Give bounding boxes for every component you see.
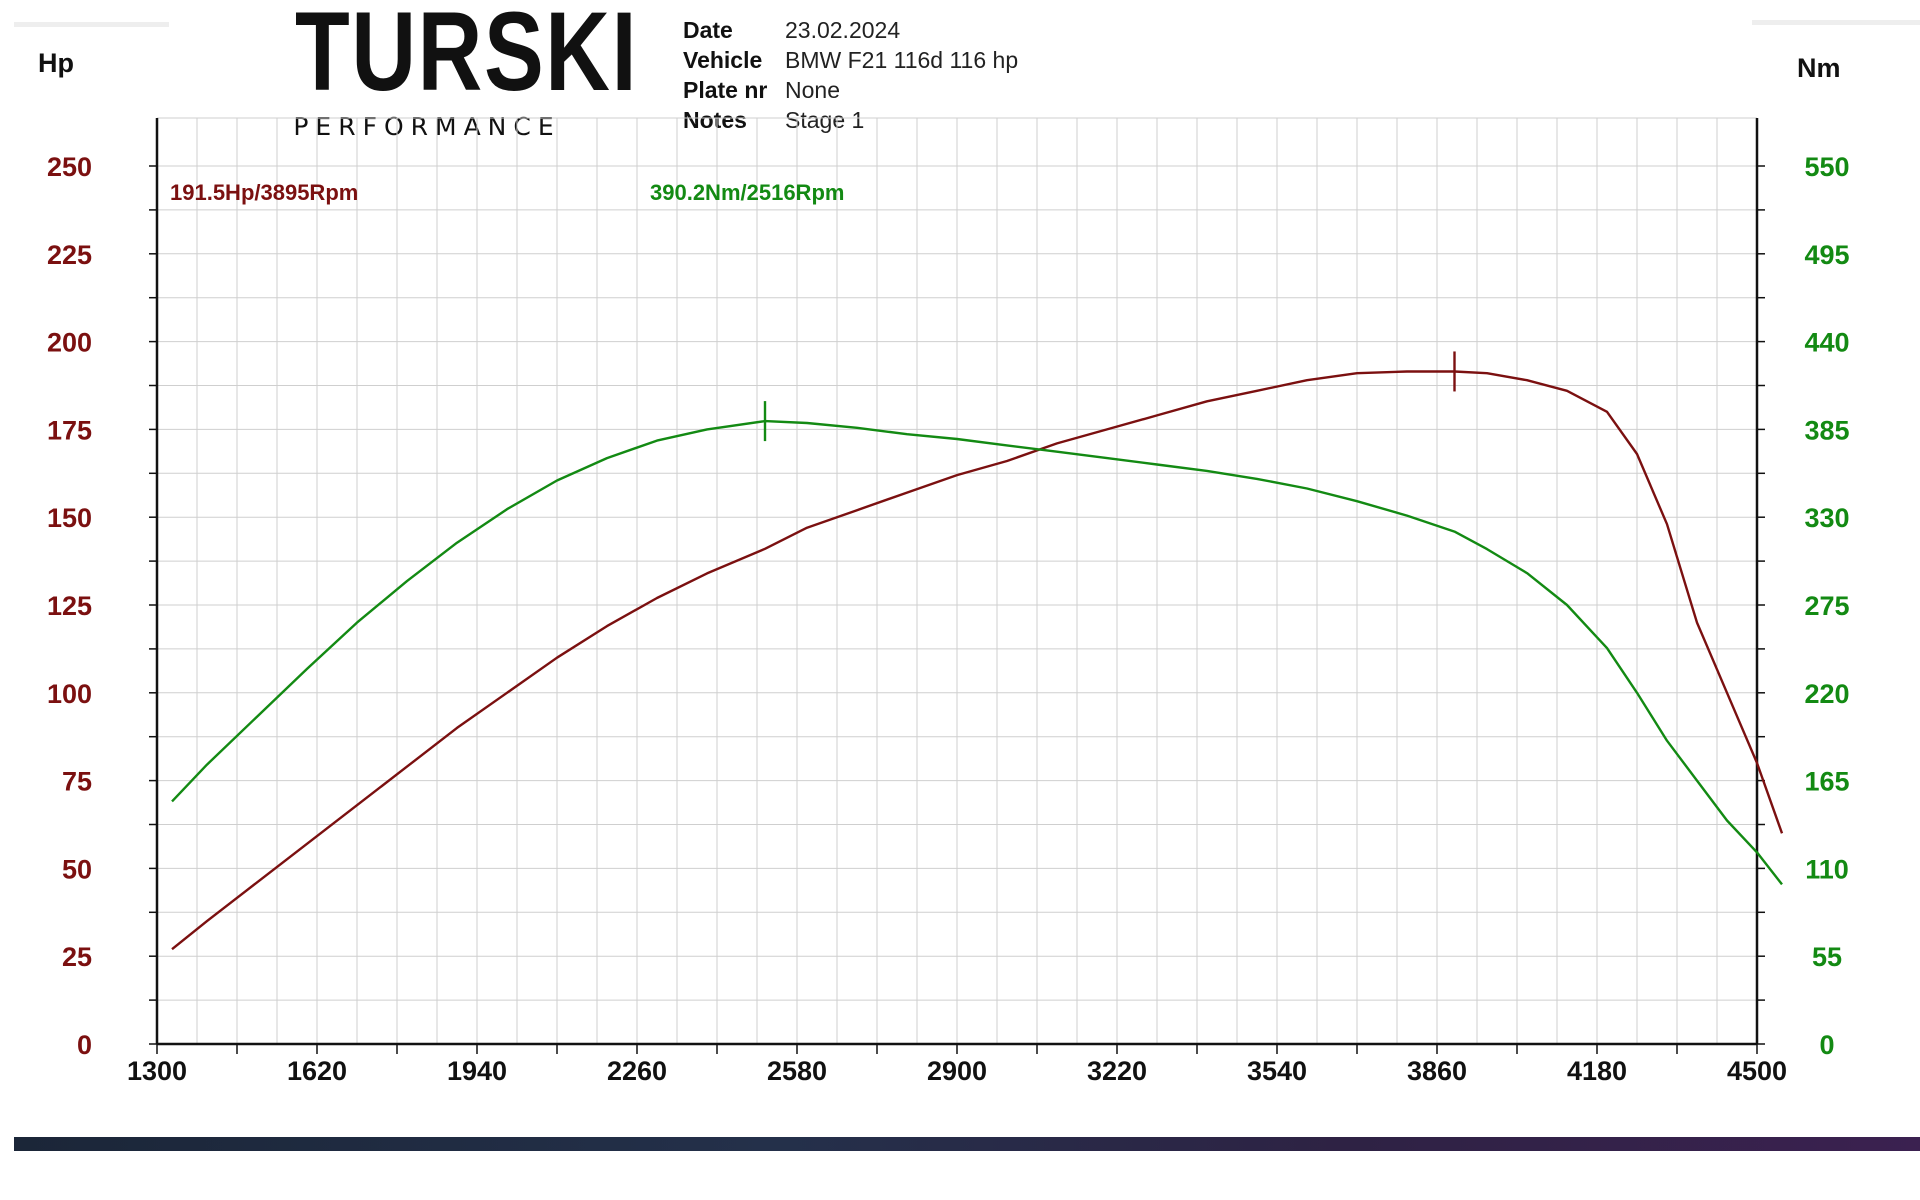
x-tick-label: 3220 <box>1087 1056 1147 1086</box>
y-left-tick-label: 250 <box>47 152 92 182</box>
y-left-tick-label: 225 <box>47 240 92 270</box>
y-right-tick-label: 495 <box>1804 240 1849 270</box>
y-right-tick-label: 330 <box>1804 503 1849 533</box>
y-right-axis-title: Nm <box>1797 53 1841 83</box>
y-right-tick-label: 110 <box>1805 854 1849 884</box>
x-tick-label: 2900 <box>927 1056 987 1086</box>
x-tick-label: 1620 <box>287 1056 347 1086</box>
info-row-vehicle: Vehicle BMW F21 116d 116 hp <box>683 45 1018 75</box>
info-row-notes: Notes Stage 1 <box>683 105 1018 135</box>
x-tick-label: 2580 <box>767 1056 827 1086</box>
brand-subtitle: PERFORMANCE <box>293 112 561 141</box>
y-left-tick-label: 75 <box>62 767 92 797</box>
power-peak-label: 191.5Hp/3895Rpm <box>170 180 358 205</box>
info-value: BMW F21 116d 116 hp <box>785 47 1019 73</box>
y-left-tick-label: 200 <box>47 328 92 358</box>
x-tick-label: 2260 <box>607 1056 667 1086</box>
x-tick-label: 4500 <box>1727 1056 1787 1086</box>
y-left-tick-label: 125 <box>47 591 92 621</box>
y-left-tick-label: 100 <box>47 679 92 709</box>
header-rule-left <box>14 22 169 27</box>
x-tick-label: 1940 <box>447 1056 507 1086</box>
y-left-tick-label: 0 <box>77 1030 92 1060</box>
info-value: 23.02.2024 <box>785 17 901 43</box>
info-value: None <box>785 77 840 103</box>
info-key: Vehicle <box>683 47 763 73</box>
y-left-tick-label: 175 <box>47 415 92 445</box>
y-left-axis-title: Hp <box>38 48 74 78</box>
y-left-tick-label: 150 <box>47 503 92 533</box>
info-row-plate: Plate nr None <box>683 75 1018 105</box>
brand-logo: TURSKI PERFORMANCE <box>262 0 636 141</box>
y-right-tick-label: 55 <box>1812 942 1842 972</box>
y-right-tick-label: 550 <box>1804 152 1849 182</box>
y-right-tick-label: 275 <box>1804 591 1849 621</box>
info-key: Date <box>683 17 733 43</box>
torque-peak-label: 390.2Nm/2516Rpm <box>650 180 844 205</box>
y-right-tick-label: 220 <box>1804 679 1849 709</box>
y-right-tick-label: 165 <box>1804 767 1849 797</box>
y-right-tick-label: 385 <box>1804 415 1849 445</box>
y-right-tick-label: 0 <box>1819 1030 1834 1060</box>
y-left-tick-label: 25 <box>62 942 92 972</box>
y-left-tick-label: 50 <box>62 854 92 884</box>
x-tick-label: 3860 <box>1407 1056 1467 1086</box>
power-curve <box>171 370 1784 951</box>
run-info-table: Date 23.02.2024 Vehicle BMW F21 116d 116 h… <box>683 15 1018 135</box>
header-rule-right <box>1752 20 1920 25</box>
torque-curve <box>171 419 1783 886</box>
info-key: Notes <box>683 107 747 133</box>
info-key: Plate nr <box>683 77 768 103</box>
info-row-date: Date 23.02.2024 <box>683 15 1018 45</box>
y-right-tick-label: 440 <box>1804 328 1849 358</box>
window-bottom-bar <box>14 1137 1920 1151</box>
x-tick-label: 3540 <box>1247 1056 1307 1086</box>
x-tick-label: 1300 <box>127 1056 187 1086</box>
x-tick-label: 4180 <box>1567 1056 1627 1086</box>
info-value: Stage 1 <box>785 107 865 133</box>
